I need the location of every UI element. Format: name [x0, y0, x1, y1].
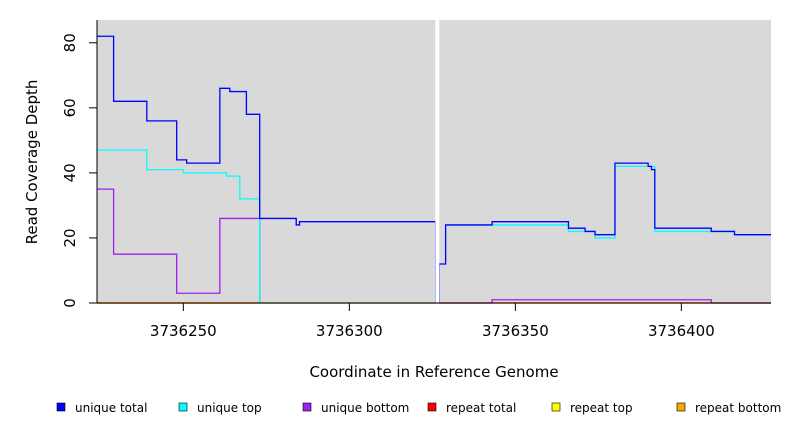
series-line-unique-total-2 — [438, 162, 771, 303]
legend-swatch — [178, 402, 188, 412]
legend-item-unique-top: unique top — [178, 401, 262, 415]
legend-label: unique total — [75, 401, 147, 415]
legend-item-repeat-bottom: repeat bottom — [676, 401, 781, 415]
legend-label: unique top — [197, 401, 262, 415]
legend-label: repeat total — [446, 401, 516, 415]
x-tick-label: 3736300 — [316, 322, 383, 340]
axes-layer: 3736250 3736300 3736350 3736400 0 20 40 60 80 — [61, 20, 771, 340]
legend-swatch — [302, 402, 312, 412]
y-tick-label: 80 — [61, 33, 79, 52]
y-tick-label: 60 — [61, 98, 79, 117]
legend-item-repeat-top: repeat top — [551, 401, 633, 415]
legend-swatch — [551, 402, 561, 412]
legend: unique total unique top unique bottom repea… — [56, 401, 781, 415]
x-tick-label: 3736400 — [648, 322, 715, 340]
legend-label: repeat top — [570, 401, 633, 415]
y-tick-label: 0 — [61, 298, 79, 308]
legend-item-repeat-total: repeat total — [427, 401, 516, 415]
legend-item-unique-bottom: unique bottom — [302, 401, 409, 415]
y-tick-label: 40 — [61, 163, 79, 182]
x-axis-title: Coordinate in Reference Genome — [309, 363, 558, 381]
x-tick-label: 3736250 — [150, 322, 217, 340]
series-line-unique-total-1 — [97, 35, 437, 303]
plot-background — [97, 20, 771, 303]
series-line-unique-bottom-1 — [97, 188, 261, 303]
x-tick-label: 3736350 — [482, 322, 549, 340]
y-tick-label: 20 — [61, 228, 79, 247]
y-axis-title: Read Coverage Depth — [23, 80, 41, 245]
legend-label: repeat bottom — [695, 401, 781, 415]
legend-swatch — [427, 402, 437, 412]
legend-swatch — [56, 402, 66, 412]
legend-label: unique bottom — [321, 401, 409, 415]
legend-item-unique-total: unique total — [56, 401, 147, 415]
gap-separator — [435, 20, 440, 303]
legend-swatch — [676, 402, 686, 412]
